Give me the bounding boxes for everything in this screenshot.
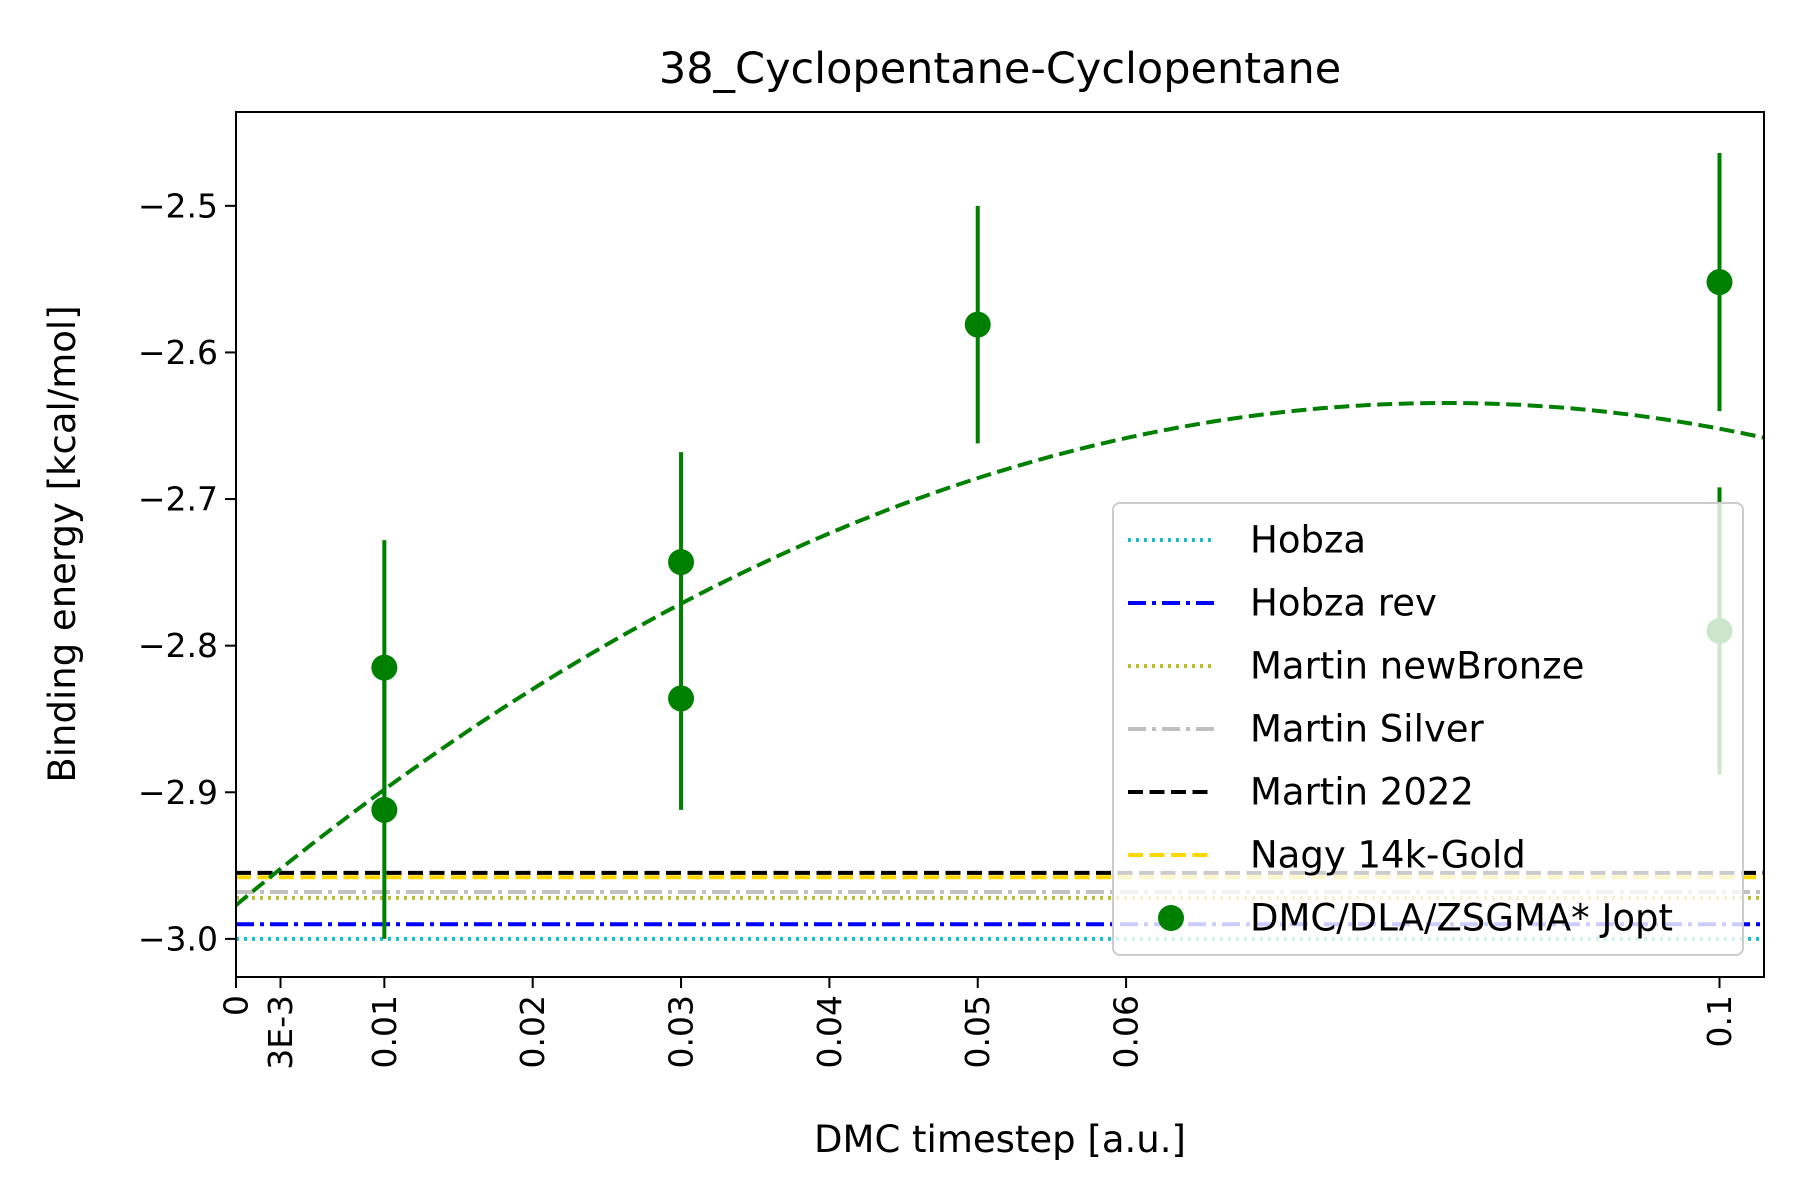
y-tick-label-3: −2.8 [138, 626, 218, 665]
x-tick-label-3: 0.02 [513, 995, 552, 1068]
fit-curve [236, 401, 1764, 907]
data-point-0 [371, 654, 398, 681]
y-tick-label-5: −3.0 [138, 919, 218, 958]
x-axis: 0 3E-3 0.01 0.02 0.03 0.04 0.05 0.06 0.1 [217, 977, 1739, 1070]
y-axis: −2.5 −2.6 −2.7 −2.8 −2.9 −3.0 [138, 186, 236, 958]
chart-title: 38_Cyclopentane-Cyclopentane [659, 44, 1341, 94]
x-tick-label-5: 0.04 [810, 995, 849, 1068]
x-tick-label-4: 0.03 [662, 995, 701, 1068]
y-tick-label-0: −2.5 [138, 186, 218, 225]
y-axis-label: Binding energy [kcal/mol] [41, 305, 84, 782]
data-point-1 [371, 796, 398, 823]
legend-swatch-6 [1158, 905, 1184, 931]
x-tick-label-6: 0.05 [958, 995, 997, 1068]
data-point-3 [668, 685, 695, 712]
x-tick-label-8: 0.1 [1700, 995, 1739, 1047]
legend-label-2: Martin newBronze [1250, 645, 1584, 688]
x-tick-label-1: 3E-3 [261, 995, 300, 1070]
legend-label-3: Martin Silver [1250, 708, 1485, 751]
legend-frame [1112, 502, 1744, 956]
y-tick-label-1: −2.6 [138, 333, 218, 372]
x-tick-label-0: 0 [217, 995, 256, 1016]
x-tick-label-2: 0.01 [365, 995, 404, 1068]
y-tick-label-4: −2.9 [138, 773, 218, 812]
x-axis-label: DMC timestep [a.u.] [814, 1118, 1186, 1161]
legend: Hobza Hobza rev Martin newBronze Martin Sil… [1112, 502, 1744, 956]
legend-label-1: Hobza rev [1250, 582, 1437, 625]
data-point-2 [668, 549, 695, 576]
legend-label-0: Hobza [1250, 519, 1366, 562]
legend-label-6: DMC/DLA/ZSGMA* Jopt [1250, 897, 1673, 940]
x-tick-label-7: 0.06 [1107, 995, 1146, 1068]
plot-frame [235, 111, 1765, 978]
legend-label-5: Nagy 14k-Gold [1250, 834, 1526, 877]
y-tick-label-2: −2.7 [138, 480, 218, 519]
data-point-4 [964, 311, 991, 338]
legend-label-4: Martin 2022 [1250, 771, 1474, 814]
data-point-5 [1706, 269, 1733, 296]
